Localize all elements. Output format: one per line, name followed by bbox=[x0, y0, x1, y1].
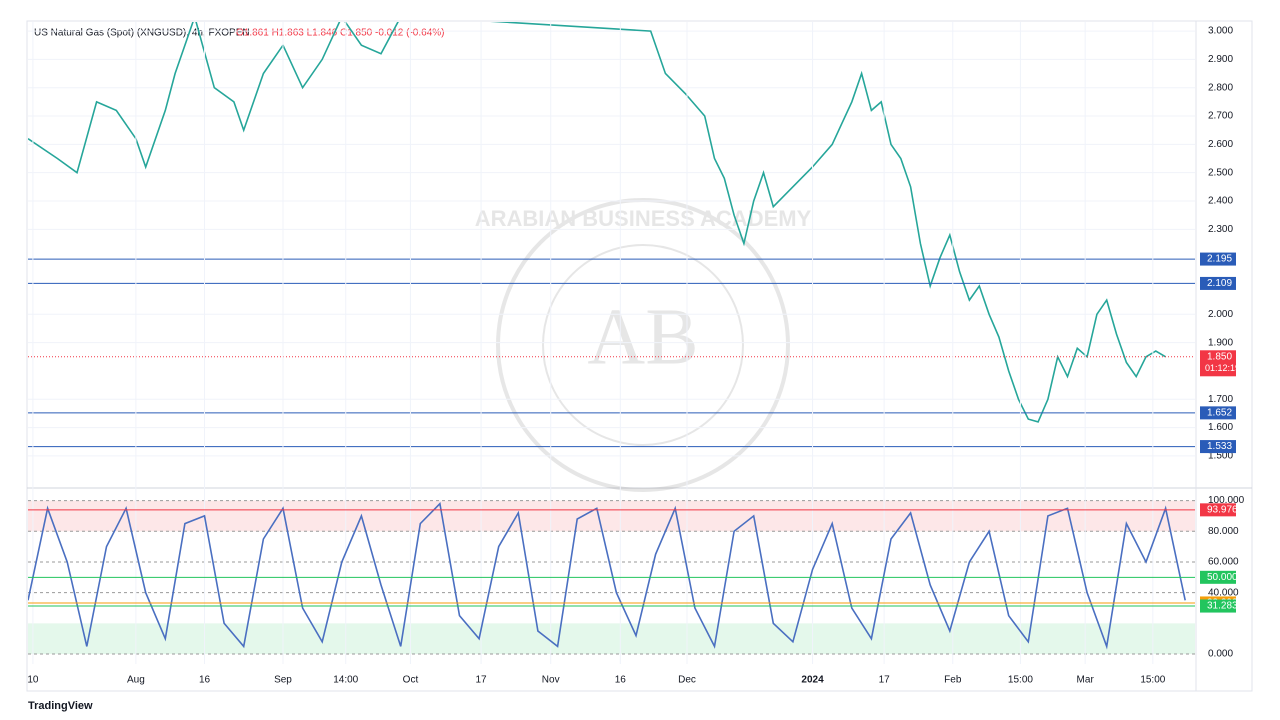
y-tick-label: 100.000 bbox=[1208, 495, 1245, 506]
y-tick-label: 1.900 bbox=[1208, 337, 1233, 348]
x-tick-label: Feb bbox=[944, 675, 962, 686]
series-line bbox=[28, 22, 1167, 423]
y-tick-label: 2.800 bbox=[1208, 82, 1233, 93]
x-tick-label: Sep bbox=[274, 675, 292, 686]
x-tick-label: 2024 bbox=[801, 675, 824, 686]
x-tick-label: Dec bbox=[678, 675, 696, 686]
oversold-zone bbox=[28, 623, 1195, 655]
ohlc: O1.861 H1.863 L1.846 C1.850 -0.012 (-0.6… bbox=[236, 28, 444, 39]
y-tick-label: 0.000 bbox=[1208, 649, 1233, 660]
level-tag bbox=[1200, 440, 1236, 454]
level-tag bbox=[1200, 406, 1236, 420]
y-tick-label: 80.000 bbox=[1208, 526, 1239, 537]
countdown: 01:12:19 bbox=[1205, 363, 1240, 373]
watermark: AB ARABIAN BUSINESS ACADEMY bbox=[475, 198, 812, 492]
watermark-text: ARABIAN BUSINESS ACADEMY bbox=[475, 206, 812, 231]
y-tick-label: 2.300 bbox=[1208, 224, 1233, 235]
level-tag bbox=[1200, 599, 1236, 613]
x-tick-label: 17 bbox=[879, 675, 891, 686]
level-tag bbox=[1200, 350, 1236, 377]
level-label: 1.533 bbox=[1207, 441, 1232, 452]
x-tick-label: 16 bbox=[615, 675, 627, 686]
level-label: 1.652 bbox=[1207, 408, 1232, 419]
y-tick-label: 2.900 bbox=[1208, 54, 1233, 65]
level-label: 93.976 bbox=[1207, 504, 1238, 515]
level-label: 50.000 bbox=[1207, 572, 1238, 583]
y-tick-label: 1.500 bbox=[1208, 451, 1233, 462]
brand: TradingView bbox=[28, 700, 93, 712]
y-tick-label: 2.700 bbox=[1208, 111, 1233, 122]
y-tick-label: 1.700 bbox=[1208, 394, 1233, 405]
x-tick-label: 15:00 bbox=[1008, 675, 1033, 686]
watermark-logo: AB bbox=[587, 293, 698, 381]
y-tick-label: 2.000 bbox=[1208, 309, 1233, 320]
y-tick-label: 3.000 bbox=[1208, 26, 1233, 37]
x-tick-label: 15:00 bbox=[1140, 675, 1165, 686]
x-tick-label: 10 bbox=[27, 675, 39, 686]
x-tick-label: Aug bbox=[127, 675, 145, 686]
level-label: 2.195 bbox=[1207, 254, 1232, 265]
y-tick-label: 60.000 bbox=[1208, 557, 1239, 568]
level-tag bbox=[1200, 503, 1236, 517]
level-tag bbox=[1200, 276, 1236, 290]
x-tick-label: 14:00 bbox=[333, 675, 358, 686]
level-tag bbox=[1200, 252, 1236, 266]
y-tick-label: 2.400 bbox=[1208, 196, 1233, 207]
y-tick-label: 1.600 bbox=[1208, 422, 1233, 433]
series-line bbox=[28, 502, 1186, 650]
level-label: 2.109 bbox=[1207, 278, 1232, 289]
y-tick-label: 2.600 bbox=[1208, 139, 1233, 150]
y-tick-label: 40.000 bbox=[1208, 587, 1239, 598]
overbought-zone bbox=[28, 500, 1195, 532]
level-label: 31.283 bbox=[1207, 601, 1238, 612]
x-tick-label: 16 bbox=[199, 675, 211, 686]
x-tick-label: Oct bbox=[403, 675, 419, 686]
frame bbox=[26, 20, 1253, 692]
symbol-title: US Natural Gas (Spot) (XNGUSD), 4h, FXOP… bbox=[34, 28, 250, 39]
x-tick-label: Mar bbox=[1077, 675, 1095, 686]
level-tag bbox=[1200, 570, 1236, 584]
x-tick-label: Nov bbox=[542, 675, 560, 686]
x-tick-label: 17 bbox=[476, 675, 488, 686]
plot bbox=[28, 22, 1167, 423]
plot bbox=[28, 502, 1186, 650]
level-label: 1.850 bbox=[1207, 351, 1232, 362]
y-tick-label: 2.500 bbox=[1208, 167, 1233, 178]
